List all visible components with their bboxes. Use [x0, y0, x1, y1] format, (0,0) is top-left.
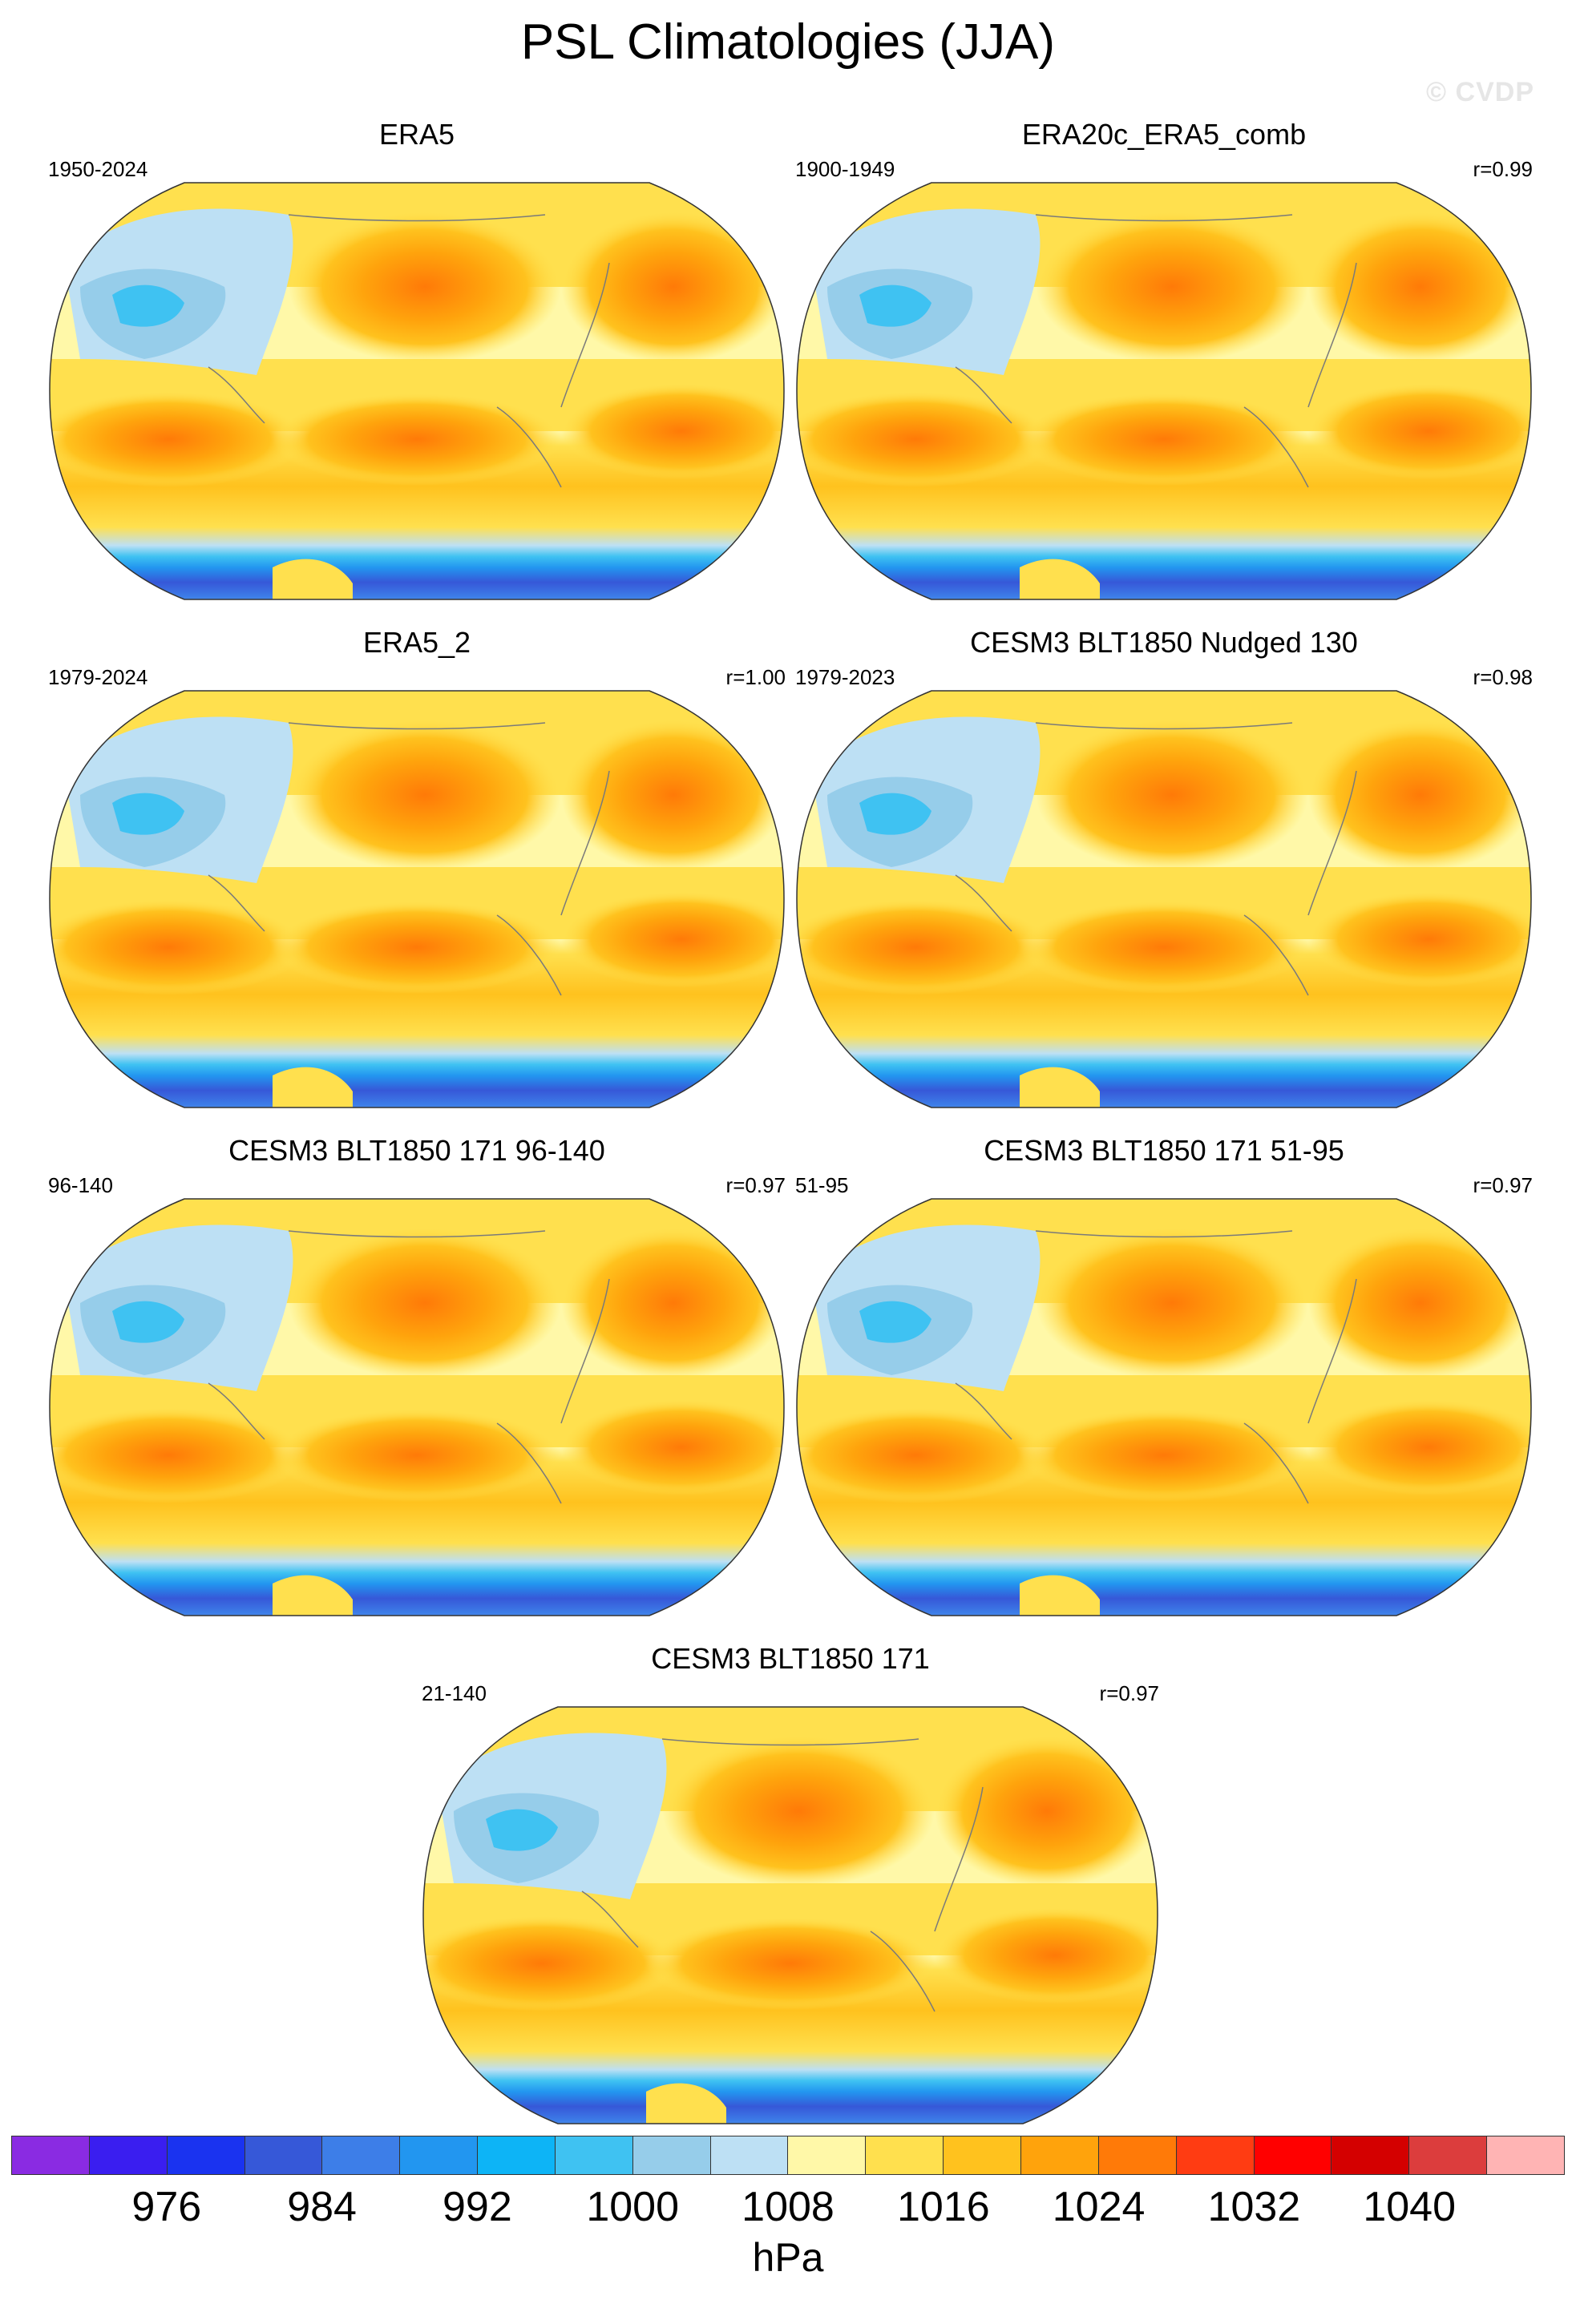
panel-period: 96-140 — [48, 1173, 113, 1197]
cvdp-watermark: © CVDP — [1426, 77, 1534, 107]
colorbar-tick-label: 984 — [287, 2184, 357, 2230]
panel-cesm3-171-96-140: CESM3 BLT1850 171 96-140 96-140 r=0.97 — [48, 1136, 786, 1633]
panel-period: 1979-2024 — [48, 665, 148, 689]
colorbar-swatch — [1487, 2136, 1564, 2174]
psl-map — [422, 1691, 1159, 2140]
colorbar-tick-label: 992 — [442, 2184, 512, 2230]
colorbar-tick-label: 1016 — [896, 2184, 990, 2230]
colorbar-tick-label: 1032 — [1207, 2184, 1301, 2230]
colorbar-swatch — [1332, 2136, 1410, 2174]
panel-title: CESM3 BLT1850 171 — [651, 1642, 930, 1675]
colorbar-swatch — [1176, 2136, 1255, 2174]
panel-era5: ERA5 1950-2024 — [48, 120, 786, 617]
colorbar-swatch — [866, 2136, 944, 2174]
panel-period: 1900-1949 — [795, 157, 895, 181]
panel-correlation: r=0.97 — [1099, 1681, 1159, 1705]
colorbar-tick-label: 1040 — [1363, 2184, 1457, 2230]
colorbar-swatch — [400, 2136, 479, 2174]
panel-period: 1950-2024 — [48, 157, 148, 181]
panel-title: ERA20c_ERA5_comb — [1021, 118, 1307, 151]
panel-title: ERA5_2 — [362, 626, 471, 659]
psl-map — [48, 1183, 786, 1632]
colorbar-swatch — [89, 2136, 168, 2174]
colorbar-swatch — [788, 2136, 867, 2174]
panel-title: CESM3 BLT1850 171 96-140 — [228, 1134, 605, 1167]
colorbar-swatch — [710, 2136, 789, 2174]
panel-correlation: r=1.00 — [725, 665, 786, 689]
panel-era20c-era5-comb: ERA20c_ERA5_comb 1900-1949 r=0.99 — [795, 120, 1533, 617]
colorbar-swatch — [944, 2136, 1021, 2174]
figure-title: PSL Climatologies (JJA) — [520, 14, 1056, 70]
colorbar-tick-label: 1024 — [1052, 2184, 1146, 2230]
panel-period: 1979-2023 — [795, 665, 895, 689]
psl-map — [795, 1183, 1533, 1632]
panel-title: ERA5 — [378, 118, 455, 151]
panel-cesm3-171-51-95: CESM3 BLT1850 171 51-95 51-95 r=0.97 — [795, 1136, 1533, 1633]
panel-title: CESM3 BLT1850 Nudged 130 — [970, 626, 1358, 659]
panel-correlation: r=0.98 — [1473, 665, 1533, 689]
panel-correlation: r=0.99 — [1473, 157, 1533, 181]
colorbar-swatch — [1020, 2136, 1099, 2174]
colorbar-swatch — [244, 2136, 323, 2174]
psl-map — [48, 675, 786, 1124]
colorbar-swatch — [632, 2136, 711, 2174]
colorbar-swatch — [12, 2136, 90, 2174]
colorbar-swatch — [478, 2136, 556, 2174]
colorbar-units: hPa — [752, 2235, 824, 2280]
colorbar-tick-label: 1008 — [742, 2184, 834, 2230]
panel-period: 51-95 — [795, 1173, 849, 1197]
panel-cesm3-nudged-130: CESM3 BLT1850 Nudged 130 1979-2023 r=0.9… — [795, 628, 1533, 1125]
colorbar-tick-label: 976 — [131, 2184, 202, 2230]
colorbar-swatch — [167, 2136, 245, 2174]
panel-period: 21-140 — [422, 1681, 487, 1705]
colorbar-swatch — [1254, 2136, 1332, 2174]
colorbar-swatch — [1098, 2136, 1177, 2174]
psl-map — [795, 675, 1533, 1124]
psl-map — [48, 167, 786, 615]
colorbar-swatch — [322, 2136, 401, 2174]
panel-correlation: r=0.97 — [1473, 1173, 1533, 1197]
panel-cesm3-171: CESM3 BLT1850 171 21-140 r=0.97 — [422, 1644, 1159, 2141]
panel-correlation: r=0.97 — [725, 1173, 786, 1197]
panel-era5-2: ERA5_2 1979-2024 r=1.00 — [48, 628, 786, 1125]
colorbar — [11, 2136, 1565, 2175]
colorbar-tick-label: 1000 — [586, 2184, 680, 2230]
colorbar-swatch — [555, 2136, 633, 2174]
panel-title: CESM3 BLT1850 171 51-95 — [984, 1134, 1344, 1167]
psl-map — [795, 167, 1533, 615]
colorbar-swatch — [1409, 2136, 1488, 2174]
